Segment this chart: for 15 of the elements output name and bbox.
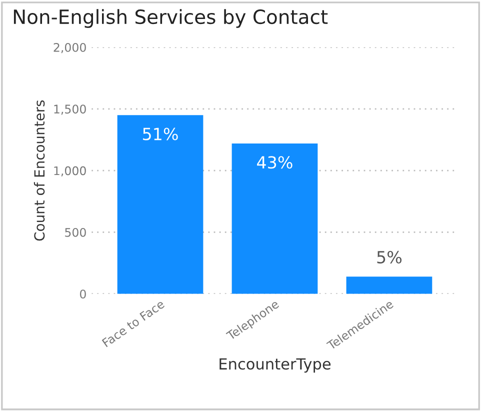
y-tick-label: 500 (65, 228, 86, 237)
annotation: 43% (257, 156, 292, 169)
y-tick-label: 1,000 (54, 166, 86, 176)
annotation: 51% (143, 128, 178, 140)
bar (346, 276, 432, 294)
annotation: 5% (377, 250, 402, 264)
bar (117, 115, 204, 294)
x-axis-title: EncounterType (220, 358, 331, 373)
y-tick-label: 1,500 (54, 104, 86, 115)
x-tick-label: Face to Face (102, 299, 165, 348)
y-axis-title: Count of Encounters (34, 100, 45, 241)
y-tick-label: 2,000 (54, 42, 86, 54)
y-tick-label: 0 (80, 290, 86, 299)
bar (232, 143, 318, 294)
chart-title: Non-English Services by Contact (14, 9, 328, 28)
